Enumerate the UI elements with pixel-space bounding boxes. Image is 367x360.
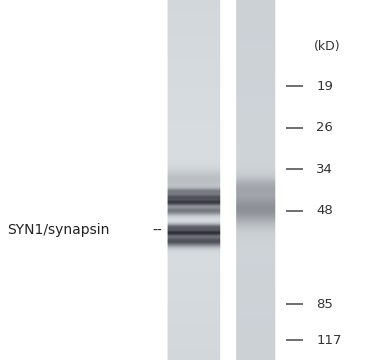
Text: 85: 85 [316, 298, 333, 311]
Text: 34: 34 [316, 163, 333, 176]
Text: 26: 26 [316, 121, 333, 134]
Text: (kD): (kD) [314, 40, 341, 53]
Text: 48: 48 [316, 204, 333, 217]
Text: 117: 117 [316, 334, 342, 347]
Text: 19: 19 [316, 80, 333, 93]
Text: SYN1/synapsin: SYN1/synapsin [7, 224, 110, 237]
Text: --: -- [152, 224, 162, 237]
